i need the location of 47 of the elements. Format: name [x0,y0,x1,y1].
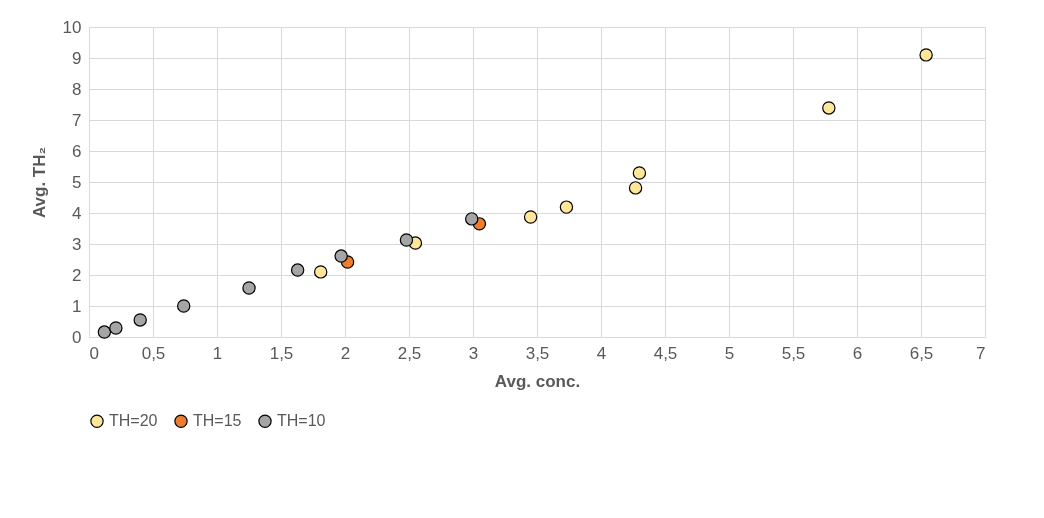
y-tick-label: 0 [72,327,82,347]
x-tick-label: 5 [724,343,735,363]
point [242,281,256,295]
point [559,200,574,214]
point [97,325,112,339]
point [822,101,836,115]
y-tick-label: 6 [72,141,82,161]
point [334,249,348,263]
y-tick-label: 4 [72,203,82,223]
x-tick-label: 1,5 [269,343,294,363]
point [399,233,414,247]
point [133,313,147,327]
x-tick-label: 5,5 [781,343,806,363]
point [109,321,123,335]
point [313,265,328,279]
y-axis-title: Avg. TH₂ [29,146,49,219]
x-tick-label: 3 [468,343,479,363]
y-tick-label: 3 [72,234,82,254]
legend-label: TH=15 [193,412,242,430]
point [919,48,933,62]
legend-label: TH=20 [109,412,158,430]
x-tick-label: 0,5 [141,343,166,363]
y-tick-label: 7 [72,110,82,130]
point [628,181,643,195]
x-tick-label: 6 [852,343,863,363]
y-tick-label: 1 [72,296,82,316]
x-axis-title: Avg. conc. [494,371,581,391]
y-tick-label: 2 [72,265,82,285]
point [465,212,479,226]
y-tick-label: 8 [72,79,82,99]
legend-label: TH=10 [277,412,326,430]
point [523,210,538,224]
x-tick-label: 2,5 [397,343,422,363]
x-tick-label: 4 [596,343,607,363]
x-tick-label: 2 [340,343,351,363]
y-tick-label: 5 [72,172,82,192]
x-tick-label: 6,5 [909,343,934,363]
x-tick-label: 7 [976,343,986,363]
point [632,166,647,180]
x-tick-label: 4,5 [653,343,678,363]
x-tick-label: 3,5 [525,343,550,363]
x-tick-label: 0 [89,343,99,363]
y-tick-label: 9 [72,48,82,68]
point [177,299,191,313]
y-tick-label: 10 [62,17,82,37]
x-tick-label: 1 [212,343,223,363]
point [290,263,305,277]
